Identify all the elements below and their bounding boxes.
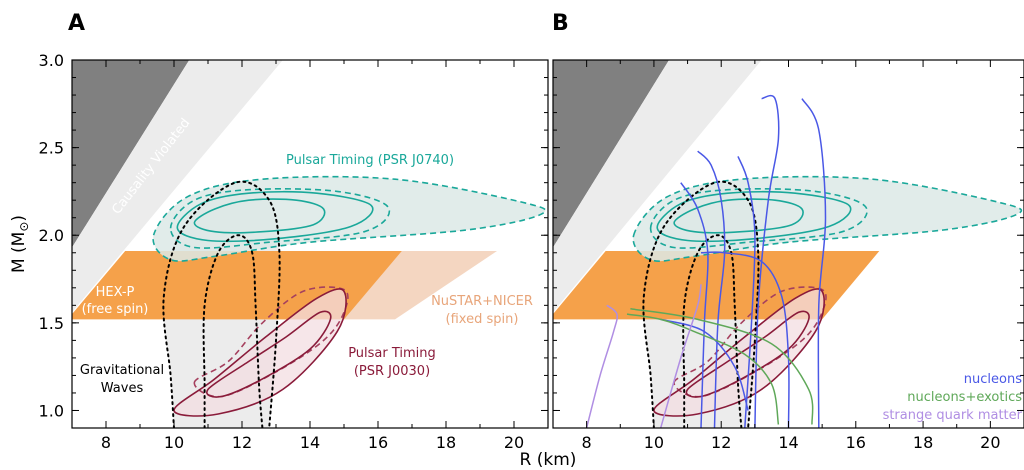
x-tick-label-b-20: 20 [980,433,1000,452]
psr0030-fill [653,288,825,416]
psr0030-label-2: (PSR J0030) [354,364,430,379]
psr0740-contour-inner-dashed [169,188,391,249]
eos-curve-quark-9 [585,304,618,428]
legend-nucleons: nucleons [964,372,1022,387]
causality-region [72,60,190,248]
panel-letter-a: A [68,11,85,36]
psr0740-contour-outer-dashed [152,175,547,262]
eos-curve-nucleons-5 [700,251,790,428]
eos-curve-nucleons-2 [801,98,827,428]
psr0030-contour-outer [173,288,347,417]
y-tick-label-1: 1.5 [39,314,64,333]
psr0740-contour-inner [193,198,326,234]
hexp-label-2: (free spin) [82,302,149,317]
gw-label-1: Gravitational [80,363,164,378]
eos-curve-nucleons-4 [680,182,709,428]
panel-a-plot [72,60,547,428]
eos-curve-quark-10 [659,284,702,428]
x-tick-label-a-12: 12 [232,433,252,452]
legend-quark: strange quark matter [883,408,1023,423]
x-tick-label-b-10: 10 [644,433,664,452]
gw-label-2: Waves [101,381,144,396]
psr0740-contour-inner-dashed [649,188,868,249]
causality-shade [72,60,283,313]
causality-shade [553,60,762,313]
y-tick-label-3: 2.5 [39,139,64,158]
x-tick-label-b-8: 8 [582,433,592,452]
psr0740-contour-inner [673,198,804,234]
psr0740-contour-outer-dashed [632,175,1023,262]
x-tick-label-a-16: 16 [368,433,388,452]
psr0030-contour-inner [206,310,332,398]
x-axis-label: R (km) [520,450,577,470]
psr0030-contour-inner [685,310,810,398]
x-tick-label-a-8: 8 [101,433,111,452]
panel-letter-b: B [552,11,569,36]
y-tick-label-2: 2.0 [39,226,64,245]
x-tick-label-b-14: 14 [778,433,798,452]
gw-contour-inner [202,234,264,428]
legend-exotics: nucleons+exotics [907,390,1022,405]
psr0030-contour-outer [653,288,825,417]
gw-contour-inner [682,234,743,428]
x-tick-label-b-18: 18 [913,433,933,452]
psr0740-label: Pulsar Timing (PSR J0740) [286,153,454,168]
psr0030-fill [173,288,347,416]
eos-curve-exotics-7 [626,313,780,425]
x-tick-label-a-14: 14 [300,433,320,452]
x-tick-label-a-18: 18 [436,433,456,452]
hexp-label-1: HEX-P [96,285,135,300]
nustar-label-2: (fixed spin) [446,312,519,327]
x-tick-label-b-12: 12 [711,433,731,452]
x-tick-label-b-16: 16 [846,433,866,452]
axis-ticks: 8 10 12 14 16 18 20 8 10 12 14 16 18 20 1.0 1.5 2.0 2.5 3.… [39,51,1024,452]
eos-curve-nucleons-1 [737,156,756,428]
causality-gap [553,60,765,315]
psr0740-fill [153,176,546,262]
x-tick-label-a-10: 10 [164,433,184,452]
eos-curve-nucleons-0 [754,94,780,428]
eos-curve-exotics-8 [630,308,814,425]
panel-b-plot [553,60,1023,428]
hexp-band [553,251,880,320]
y-tick-label-4: 3.0 [39,51,64,70]
y-tick-label-0: 1.0 [39,401,64,420]
psr0030-label-1: Pulsar Timing [348,346,436,361]
eos-curve-nucleons-6 [660,318,749,411]
y-axis-label: M (M⊙) [9,215,31,273]
causality-gap [72,60,287,315]
x-tick-label-a-20: 20 [504,433,524,452]
nustar-label-1: NuSTAR+NICER [431,294,533,309]
eos-curve-nucleons-3 [697,150,726,428]
